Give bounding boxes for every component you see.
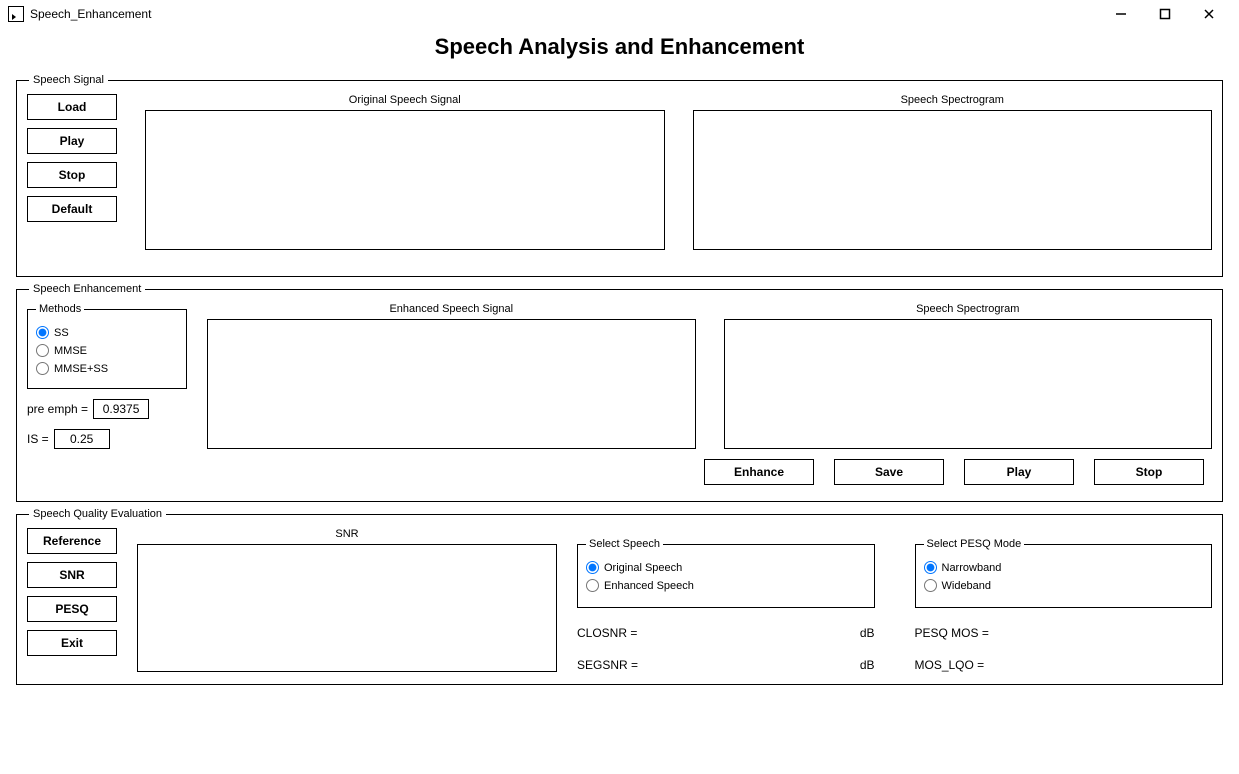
method-ss-input[interactable] (36, 326, 49, 339)
close-icon (1203, 8, 1215, 20)
default-button[interactable]: Default (27, 196, 117, 222)
method-mmse-radio[interactable]: MMSE (36, 344, 178, 357)
panel-speech-quality-evaluation: Speech Quality Evaluation Reference SNR … (16, 508, 1223, 685)
select-wideband-input[interactable] (924, 579, 937, 592)
select-original-speech-input[interactable] (586, 561, 599, 574)
app-icon (8, 6, 24, 22)
maximize-icon (1159, 8, 1171, 20)
panel-speech-signal: Speech Signal Load Play Stop Default Ori… (16, 74, 1223, 277)
pesq-mos-label: PESQ MOS = (915, 626, 991, 640)
enhanced-signal-plot (207, 319, 696, 449)
method-mmse-ss-input[interactable] (36, 362, 49, 375)
original-spectrogram-plot-area: Speech Spectrogram (693, 94, 1213, 264)
select-wideband-radio[interactable]: Wideband (924, 579, 1204, 592)
page-title: Speech Analysis and Enhancement (0, 28, 1239, 68)
panel-speech-enhancement-legend: Speech Enhancement (29, 283, 145, 295)
window-titlebar: Speech_Enhancement (0, 0, 1239, 28)
window-maximize-button[interactable] (1143, 2, 1187, 26)
segsnr-unit: dB (860, 658, 875, 672)
select-narrowband-input[interactable] (924, 561, 937, 574)
snr-plot (137, 544, 557, 672)
original-spectrogram-plot (693, 110, 1213, 250)
select-original-speech-radio[interactable]: Original Speech (586, 561, 866, 574)
method-mmse-ss-label: MMSE+SS (54, 363, 108, 375)
window-close-button[interactable] (1187, 2, 1231, 26)
select-enhanced-speech-label: Enhanced Speech (604, 580, 694, 592)
select-narrowband-label: Narrowband (942, 562, 1002, 574)
enhanced-spectrogram-plot (724, 319, 1213, 449)
window-title: Speech_Enhancement (30, 7, 151, 21)
method-ss-radio[interactable]: SS (36, 326, 178, 339)
pre-emph-input[interactable] (93, 399, 149, 419)
closnr-unit: dB (860, 626, 875, 640)
enhanced-signal-plot-area: Enhanced Speech Signal (207, 303, 696, 449)
mos-lqo-row: MOS_LQO = (915, 658, 1213, 672)
is-input[interactable] (54, 429, 110, 449)
is-label: IS = (27, 432, 49, 446)
pre-emph-row: pre emph = (27, 399, 187, 419)
mos-lqo-label: MOS_LQO = (915, 658, 991, 672)
pre-emph-label: pre emph = (27, 402, 88, 416)
select-enhanced-speech-input[interactable] (586, 579, 599, 592)
panel-speech-enhancement: Speech Enhancement Methods SS MMSE MMSE+… (16, 283, 1223, 502)
method-mmse-input[interactable] (36, 344, 49, 357)
original-signal-plot-title: Original Speech Signal (349, 94, 461, 106)
enhance-button[interactable]: Enhance (704, 459, 814, 485)
method-mmse-label: MMSE (54, 345, 87, 357)
method-ss-label: SS (54, 327, 69, 339)
stop-enhanced-button[interactable]: Stop (1094, 459, 1204, 485)
closnr-label: CLOSNR = (577, 626, 653, 640)
select-enhanced-speech-radio[interactable]: Enhanced Speech (586, 579, 866, 592)
minimize-icon (1115, 8, 1127, 20)
select-speech-legend: Select Speech (586, 538, 663, 550)
methods-legend: Methods (36, 303, 84, 315)
select-pesq-mode-legend: Select PESQ Mode (924, 538, 1025, 550)
pesq-mos-row: PESQ MOS = (915, 626, 1213, 640)
is-row: IS = (27, 429, 187, 449)
panel-speech-quality-evaluation-legend: Speech Quality Evaluation (29, 508, 166, 520)
select-narrowband-radio[interactable]: Narrowband (924, 561, 1204, 574)
reference-button[interactable]: Reference (27, 528, 117, 554)
enhanced-signal-plot-title: Enhanced Speech Signal (389, 303, 513, 315)
select-wideband-label: Wideband (942, 580, 992, 592)
segsnr-label: SEGSNR = (577, 658, 653, 672)
methods-group: Methods SS MMSE MMSE+SS (27, 303, 187, 389)
enhanced-spectrogram-plot-area: Speech Spectrogram (724, 303, 1213, 449)
method-mmse-ss-radio[interactable]: MMSE+SS (36, 362, 178, 375)
pesq-button[interactable]: PESQ (27, 596, 117, 622)
select-original-speech-label: Original Speech (604, 562, 682, 574)
original-signal-plot-area: Original Speech Signal (145, 94, 665, 264)
select-speech-group: Select Speech Original Speech Enhanced S… (577, 538, 875, 608)
window-minimize-button[interactable] (1099, 2, 1143, 26)
original-signal-plot (145, 110, 665, 250)
original-spectrogram-plot-title: Speech Spectrogram (901, 94, 1004, 106)
panel-speech-signal-legend: Speech Signal (29, 74, 108, 86)
snr-plot-title: SNR (137, 528, 557, 540)
stop-original-button[interactable]: Stop (27, 162, 117, 188)
enhanced-spectrogram-plot-title: Speech Spectrogram (916, 303, 1019, 315)
play-original-button[interactable]: Play (27, 128, 117, 154)
snr-button[interactable]: SNR (27, 562, 117, 588)
exit-button[interactable]: Exit (27, 630, 117, 656)
closnr-row: CLOSNR = dB (577, 626, 875, 640)
segsnr-row: SEGSNR = dB (577, 658, 875, 672)
select-pesq-mode-group: Select PESQ Mode Narrowband Wideband (915, 538, 1213, 608)
save-button[interactable]: Save (834, 459, 944, 485)
play-enhanced-button[interactable]: Play (964, 459, 1074, 485)
load-button[interactable]: Load (27, 94, 117, 120)
